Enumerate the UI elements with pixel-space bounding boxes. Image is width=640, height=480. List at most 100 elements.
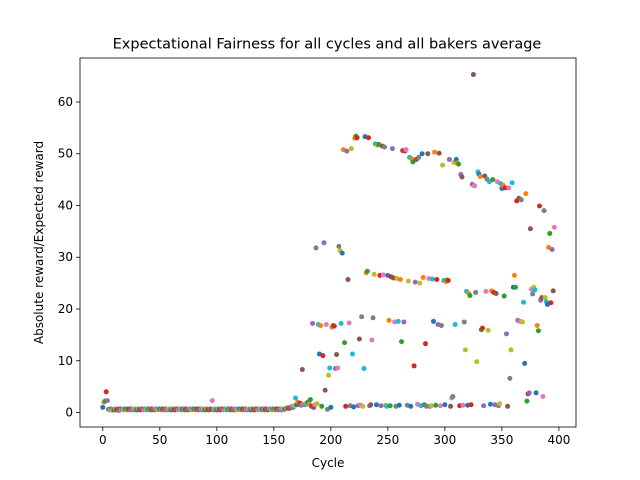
y-axis-label: Absolute reward/Expected reward [32, 141, 46, 344]
y-tick-label: 0 [65, 406, 73, 420]
x-tick-label: 50 [152, 433, 167, 447]
data-point [307, 397, 313, 403]
data-point [368, 402, 374, 408]
data-point [445, 278, 451, 284]
data-point [540, 393, 546, 399]
data-point [386, 317, 392, 323]
data-point [361, 366, 367, 372]
data-point [507, 375, 513, 381]
data-point [438, 323, 444, 329]
y-tick-label: 30 [58, 250, 73, 264]
data-point [104, 398, 110, 404]
data-point [446, 156, 452, 162]
data-point [401, 319, 407, 325]
data-point [549, 246, 555, 252]
data-point [331, 323, 337, 329]
data-point [477, 174, 483, 180]
data-point [548, 300, 554, 306]
x-axis: 0 50 100 150 200 250 300 350 400 [99, 427, 570, 447]
data-point [412, 279, 418, 285]
data-point [399, 339, 405, 345]
data-point [473, 289, 479, 295]
y-tick-label: 50 [58, 147, 73, 161]
data-point [551, 224, 557, 230]
data-point [351, 404, 357, 410]
data-point [490, 177, 496, 183]
data-point [440, 162, 446, 168]
data-point [541, 208, 547, 214]
data-point [417, 280, 423, 286]
data-point [470, 72, 476, 78]
data-point [360, 403, 366, 409]
data-point [335, 365, 341, 371]
data-point [323, 322, 329, 328]
x-tick-label: 250 [376, 433, 399, 447]
data-point [345, 277, 351, 282]
data-point [521, 299, 527, 305]
data-point [320, 353, 326, 359]
data-point [518, 197, 524, 203]
data-point [293, 395, 298, 401]
data-point [313, 245, 319, 251]
data-point [327, 365, 333, 371]
data-point [373, 402, 379, 408]
data-point [450, 393, 456, 399]
data-point [493, 290, 499, 296]
data-point [483, 288, 489, 294]
data-point [371, 271, 377, 277]
data-point [344, 148, 350, 154]
data-point [380, 272, 386, 278]
x-tick-label: 200 [319, 433, 342, 447]
x-tick-label: 400 [547, 433, 570, 447]
data-point [527, 226, 533, 232]
data-point [502, 185, 508, 191]
data-point [460, 402, 466, 408]
data-point [359, 314, 365, 320]
x-tick-label: 100 [205, 433, 228, 447]
data-point [326, 372, 332, 378]
data-point [436, 150, 442, 156]
data-point [310, 320, 316, 326]
data-point [354, 135, 360, 141]
data-point [100, 404, 106, 410]
data-point [467, 293, 473, 299]
data-point [319, 403, 325, 409]
y-tick-label: 60 [58, 95, 73, 109]
data-point [524, 398, 530, 404]
data-point [348, 146, 354, 152]
data-point [405, 278, 411, 284]
data-point [389, 146, 395, 152]
data-point [397, 277, 403, 282]
data-point [425, 151, 431, 157]
chart-title: Expectational Fairness for all cycles an… [113, 37, 542, 53]
data-point [534, 323, 540, 329]
data-point [299, 367, 305, 373]
data-point [535, 328, 541, 334]
data-point [542, 295, 548, 301]
y-tick-label: 10 [58, 354, 73, 368]
data-point [342, 340, 348, 346]
data-point [322, 387, 328, 393]
data-point [501, 293, 507, 299]
data-point [532, 287, 538, 293]
data-point [513, 284, 519, 290]
data-point [522, 360, 528, 366]
data-point [539, 295, 545, 301]
data-point [328, 404, 334, 410]
data-point [364, 268, 370, 274]
data-point [511, 272, 517, 278]
data-point [526, 390, 532, 396]
data-point [519, 319, 525, 325]
data-point [334, 352, 340, 358]
data-point [422, 341, 428, 347]
x-tick-label: 150 [262, 433, 285, 447]
data-point [428, 403, 434, 409]
data-point [356, 336, 362, 342]
data-point [497, 401, 503, 407]
data-point [508, 347, 514, 353]
data-points [100, 72, 557, 413]
data-point [387, 403, 393, 409]
data-point [209, 398, 215, 404]
data-point [103, 389, 109, 395]
